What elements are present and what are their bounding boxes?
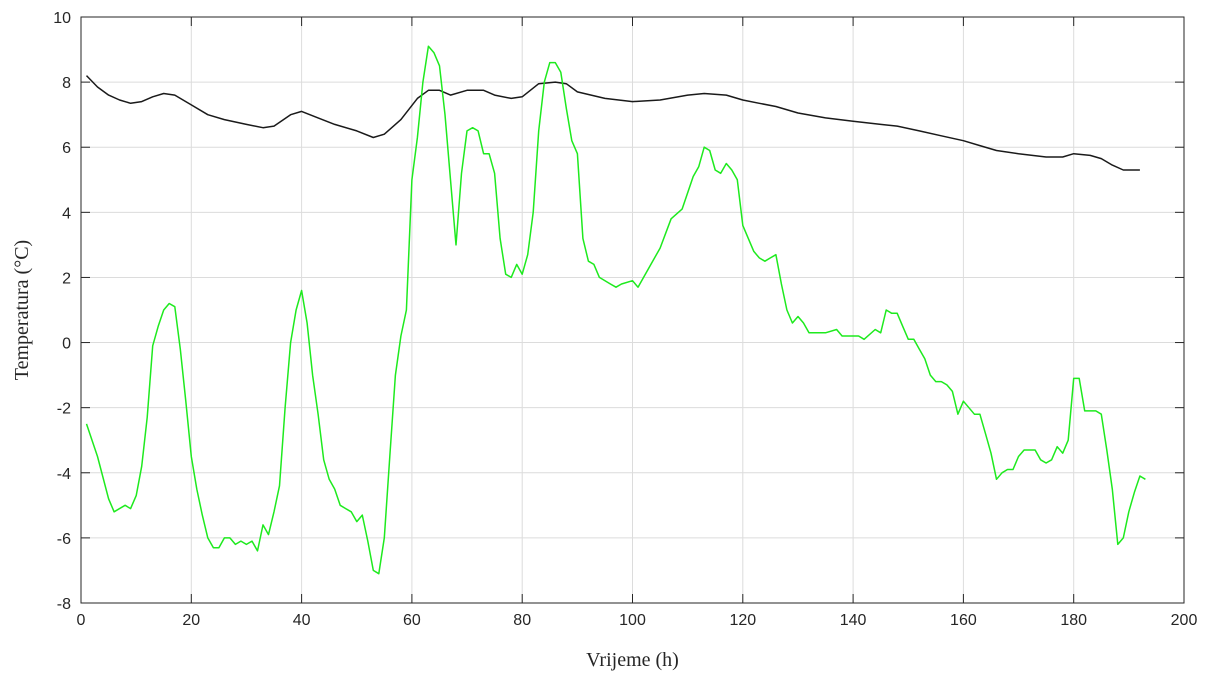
x-tick-label: 20: [182, 612, 200, 629]
x-tick-label: 40: [293, 612, 311, 629]
x-tick-label: 180: [1060, 612, 1087, 629]
grid-lines: [80, 16, 1185, 604]
series-line-1: [85, 75, 1140, 171]
x-tick-label: 0: [77, 612, 86, 629]
y-tick-label: -6: [57, 531, 71, 548]
y-tick-label: 8: [62, 75, 71, 92]
x-tick-label: 200: [1171, 612, 1198, 629]
x-tick-label: 60: [403, 612, 421, 629]
y-tick-label: 4: [62, 205, 71, 222]
series-lines: [85, 45, 1146, 575]
y-tick-label: 2: [62, 270, 71, 287]
x-tick-label: 140: [840, 612, 867, 629]
series-line-2: [85, 45, 1146, 575]
y-tick-label: -4: [57, 466, 71, 483]
y-tick-label: 6: [62, 140, 71, 157]
axis-ticks: 0 20 40 60 80 100 120 140 160 180 200 -8 -6 -4 -2 0 2 4 6 8…: [53, 10, 1197, 629]
y-tick-label: -8: [57, 596, 71, 613]
y-tick-label: -2: [57, 401, 71, 418]
x-tick-label: 160: [950, 612, 977, 629]
y-axis-title: Temperatura (°C): [11, 240, 33, 380]
y-tick-label: 0: [62, 336, 71, 353]
x-tick-label: 100: [619, 612, 646, 629]
x-axis-title: Vrijeme (h): [586, 649, 679, 671]
y-tick-label: 10: [53, 10, 71, 27]
x-tick-label: 80: [513, 612, 531, 629]
x-tick-label: 120: [729, 612, 756, 629]
